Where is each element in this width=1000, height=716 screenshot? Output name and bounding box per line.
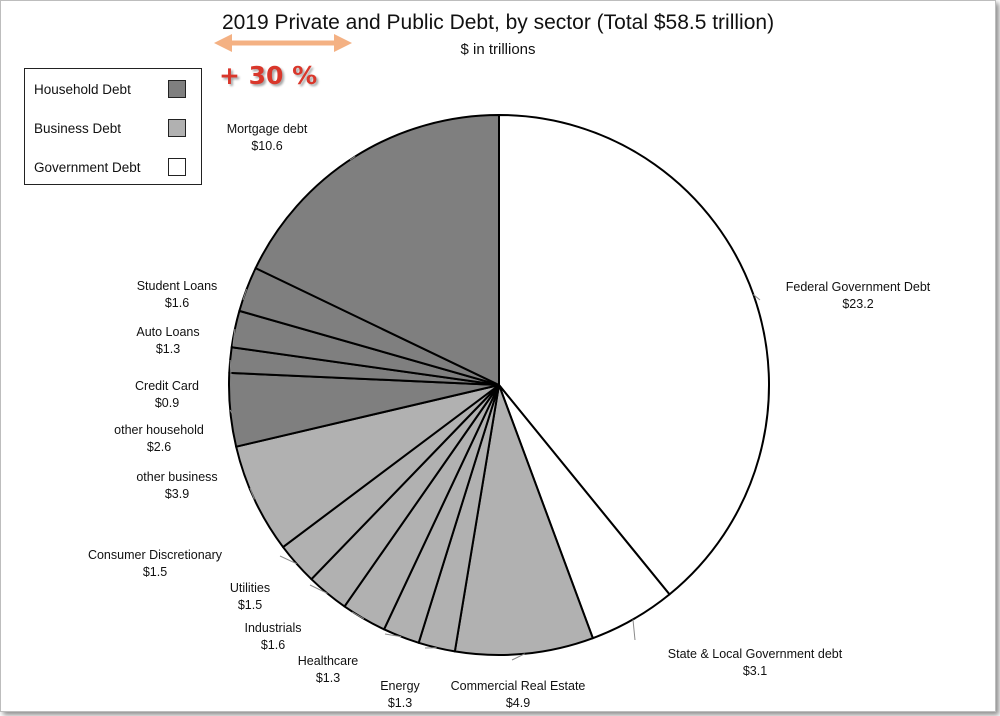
leader-line (232, 328, 236, 347)
slice-value-label: $1.3 (388, 696, 412, 710)
legend-item-business: Business Debt (34, 119, 194, 141)
slice-label: Consumer Discretionary (88, 548, 223, 562)
growth-annotation: + 30 % (219, 61, 318, 90)
slice-value-label: $1.6 (165, 296, 189, 310)
slice-value-label: $2.6 (147, 440, 171, 454)
slice-value-label: $4.9 (506, 696, 530, 710)
slice-value-label: $3.1 (743, 664, 767, 678)
legend-item-household: Household Debt (34, 80, 194, 102)
pie-slice-commercial-real-estate (453, 384, 594, 656)
leader-line (632, 619, 636, 641)
slice-label: State & Local Government debt (668, 647, 843, 661)
slice-label: Student Loans (137, 279, 218, 293)
legend-item-government: Government Debt (34, 158, 194, 180)
slice-value-label: $1.5 (143, 565, 167, 579)
leader-line (249, 487, 255, 500)
slice-label: Auto Loans (136, 325, 199, 339)
legend-label-business: Business Debt (34, 121, 122, 136)
slice-label: Credit Card (135, 379, 199, 393)
slice-value-label: $1.5 (238, 598, 262, 612)
legend-label-household: Household Debt (34, 82, 131, 97)
leader-line (309, 584, 328, 594)
leader-line (229, 409, 234, 416)
slice-value-label: $1.3 (316, 671, 340, 685)
leader-line (511, 653, 525, 661)
slice-label: Utilities (230, 581, 270, 595)
slice-label: Federal Government Debt (786, 280, 931, 294)
slice-label: Commercial Real Estate (451, 679, 586, 693)
chart-title: 2019 Private and Public Debt, by sector … (221, 11, 775, 34)
slice-label: Energy (380, 679, 420, 693)
slice-label: Healthcare (298, 654, 358, 668)
chart-subtitle: $ in trillions (460, 41, 536, 58)
slice-value-label: $10.6 (251, 139, 282, 153)
legend-label-government: Government Debt (34, 160, 141, 175)
legend-swatch-household (168, 80, 186, 98)
slice-value-label: $0.9 (155, 396, 179, 410)
legend: Household Debt Business Debt Government … (24, 68, 202, 185)
slice-label: other household (114, 423, 204, 437)
leader-line (753, 294, 761, 301)
slice-value-label: $1.3 (156, 342, 180, 356)
slice-label: other business (136, 470, 217, 484)
pie-slice-federal-government-debt (498, 114, 770, 596)
leader-line (349, 156, 356, 161)
leader-line (384, 633, 402, 638)
slice-label: Industrials (245, 621, 302, 635)
slice-value-label: $3.9 (165, 487, 189, 501)
growth-arrow-icon (214, 34, 352, 52)
legend-swatch-government (168, 158, 186, 176)
leader-line (229, 359, 232, 377)
slice-label: Mortgage debt (227, 122, 308, 136)
slice-value-label: $23.2 (842, 297, 873, 311)
legend-swatch-business (168, 119, 186, 137)
slice-value-label: $1.6 (261, 638, 285, 652)
leader-line (279, 555, 297, 565)
leader-line (242, 288, 248, 301)
leader-line (351, 611, 365, 620)
